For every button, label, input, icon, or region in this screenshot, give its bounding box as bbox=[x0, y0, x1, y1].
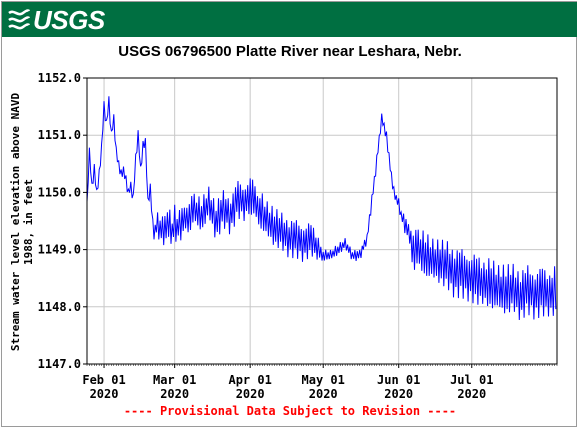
x-tick-label-year: 2020 bbox=[90, 387, 119, 401]
x-tick-label: Jun 01 bbox=[377, 373, 420, 387]
y-tick-label: 1150.0 bbox=[38, 185, 81, 199]
x-tick-label: Jul 01 bbox=[450, 373, 493, 387]
x-tick-label: Feb 01 bbox=[82, 373, 125, 387]
y-tick-label: 1151.0 bbox=[38, 128, 81, 142]
chart-title: USGS 06796500 Platte River near Leshara,… bbox=[118, 43, 462, 60]
usgs-logo[interactable]: USGS bbox=[8, 5, 105, 35]
header-banner: USGS bbox=[2, 2, 577, 37]
x-tick-label: Apr 01 bbox=[228, 373, 271, 387]
provisional-data-note: ---- Provisional Data Subject to Revisio… bbox=[123, 404, 457, 418]
y-tick-label: 1147.0 bbox=[38, 357, 81, 371]
series-line bbox=[86, 96, 557, 321]
plot-border bbox=[86, 77, 558, 365]
x-tick-label-year: 2020 bbox=[236, 387, 265, 401]
x-tick-label: Mar 01 bbox=[153, 373, 196, 387]
x-tick-label-year: 2020 bbox=[160, 387, 189, 401]
x-tick-label-year: 2020 bbox=[309, 387, 338, 401]
logo-text: USGS bbox=[33, 4, 105, 35]
x-tick-label-year: 2020 bbox=[457, 387, 486, 401]
x-tick-label-year: 2020 bbox=[384, 387, 413, 401]
y-tick-label: 1148.0 bbox=[38, 300, 81, 314]
x-tick-label: May 01 bbox=[302, 373, 345, 387]
y-tick-label: 1149.0 bbox=[38, 243, 81, 257]
y-tick-label: 1152.0 bbox=[38, 71, 81, 85]
usgs-wave-icon bbox=[8, 9, 30, 30]
